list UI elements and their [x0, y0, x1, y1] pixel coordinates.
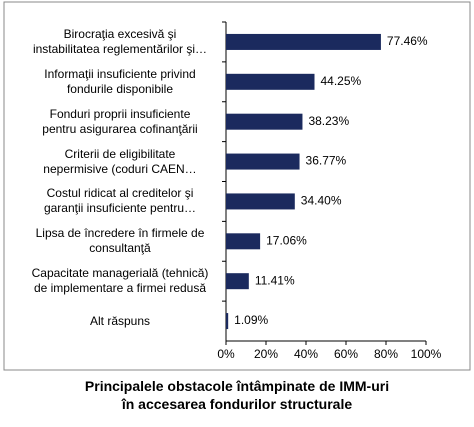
bar	[226, 273, 249, 290]
x-tick-label: 20%	[254, 347, 278, 361]
bar	[226, 313, 229, 330]
value-label: 77.46%	[387, 34, 428, 48]
value-label: 44.25%	[321, 74, 362, 88]
bar	[226, 73, 315, 90]
chart-border	[3, 1, 471, 371]
chart-title: Principalele obstacole întâmpinate de IM…	[84, 378, 390, 412]
value-label: 17.06%	[266, 233, 307, 247]
x-tick-label: 100%	[411, 347, 442, 361]
y-tick-label: Capacitate managerială (tehnică) de impl…	[31, 266, 209, 296]
y-tick-label: Fonduri proprii insuficiente pentru asig…	[42, 106, 198, 136]
y-tick-label: Alt răspuns	[89, 313, 151, 328]
value-label: 34.40%	[301, 194, 342, 208]
y-tick-label: Informaţii insuficiente privind fonduril…	[44, 66, 196, 96]
value-label: 11.41%	[255, 273, 295, 287]
bar	[226, 113, 303, 130]
x-tick-label: 40%	[294, 347, 318, 361]
bar	[226, 233, 261, 250]
bar	[226, 153, 300, 170]
y-tick-label: Lipsa de încredere în firmele de consult…	[35, 226, 205, 256]
y-tick-label: Costul ridicat al creditelor şi garanţii…	[43, 186, 197, 216]
value-label: 38.23%	[308, 114, 349, 128]
y-tick-label: Birocraţia excesivă şi instabilitatea re…	[32, 26, 208, 56]
y-tick-label: Criterii de eligibilitate nepermisive (c…	[43, 146, 197, 176]
value-label: 36.77%	[306, 154, 347, 168]
x-tick-label: 80%	[374, 347, 398, 361]
x-tick-label: 0%	[217, 347, 235, 361]
bar	[226, 193, 295, 210]
x-tick-label: 60%	[334, 347, 358, 361]
bar	[226, 33, 381, 50]
value-label: 1.09%	[234, 313, 268, 327]
